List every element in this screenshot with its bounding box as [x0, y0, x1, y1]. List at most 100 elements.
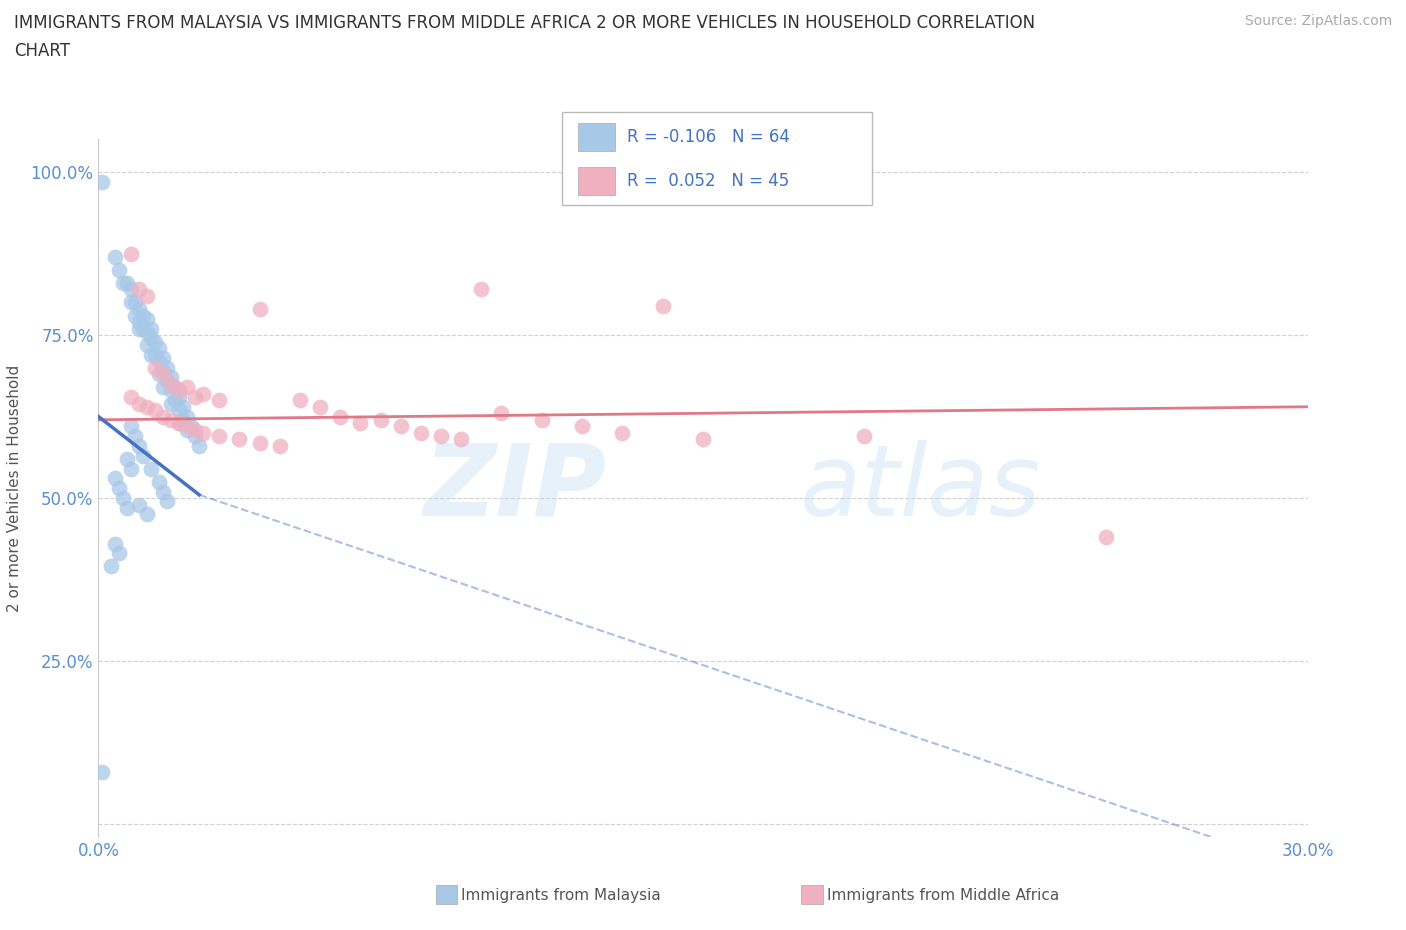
- Point: [228, 432, 250, 446]
- Point: [208, 429, 231, 444]
- Point: [152, 366, 174, 381]
- Point: [135, 288, 157, 303]
- Point: [124, 295, 146, 310]
- Point: [135, 507, 157, 522]
- Point: [160, 396, 183, 411]
- Point: [160, 370, 183, 385]
- Point: [103, 249, 125, 264]
- Point: [156, 360, 179, 375]
- Text: R =  0.052   N = 45: R = 0.052 N = 45: [627, 172, 790, 191]
- Point: [176, 418, 198, 433]
- Point: [124, 308, 146, 323]
- Point: [160, 377, 183, 392]
- Point: [139, 461, 162, 476]
- Point: [167, 416, 190, 431]
- Point: [132, 321, 155, 336]
- Point: [132, 308, 155, 323]
- Point: [139, 347, 162, 362]
- Point: [409, 425, 432, 440]
- Point: [143, 347, 166, 362]
- Point: [193, 386, 215, 401]
- Point: [172, 399, 194, 414]
- Point: [692, 432, 714, 446]
- FancyBboxPatch shape: [562, 112, 872, 205]
- Point: [193, 425, 215, 440]
- Point: [184, 429, 207, 444]
- Point: [148, 474, 170, 489]
- Point: [152, 364, 174, 379]
- Point: [167, 383, 190, 398]
- Point: [309, 399, 332, 414]
- Text: Immigrants from Middle Africa: Immigrants from Middle Africa: [827, 888, 1059, 903]
- Point: [491, 405, 513, 420]
- Point: [148, 353, 170, 368]
- Point: [135, 325, 157, 339]
- Point: [115, 500, 138, 515]
- Point: [115, 275, 138, 290]
- Point: [132, 448, 155, 463]
- Text: R = -0.106   N = 64: R = -0.106 N = 64: [627, 127, 790, 146]
- Point: [107, 481, 129, 496]
- Point: [389, 418, 412, 433]
- Point: [152, 409, 174, 424]
- Point: [143, 334, 166, 349]
- Point: [135, 399, 157, 414]
- Point: [152, 379, 174, 394]
- Point: [160, 383, 183, 398]
- Point: [139, 331, 162, 346]
- Text: IMMIGRANTS FROM MALAYSIA VS IMMIGRANTS FROM MIDDLE AFRICA 2 OR MORE VEHICLES IN : IMMIGRANTS FROM MALAYSIA VS IMMIGRANTS F…: [14, 14, 1035, 32]
- Point: [111, 275, 134, 290]
- Point: [288, 392, 311, 407]
- Point: [91, 764, 114, 779]
- Point: [120, 390, 142, 405]
- Text: CHART: CHART: [14, 42, 70, 60]
- Point: [100, 559, 122, 574]
- Point: [148, 340, 170, 355]
- Text: Source: ZipAtlas.com: Source: ZipAtlas.com: [1244, 14, 1392, 28]
- Point: [1095, 530, 1118, 545]
- Y-axis label: 2 or more Vehicles in Household: 2 or more Vehicles in Household: [7, 365, 22, 612]
- Point: [107, 262, 129, 277]
- Text: atlas: atlas: [800, 440, 1042, 537]
- Point: [571, 418, 593, 433]
- Point: [470, 282, 492, 297]
- Text: ZIP: ZIP: [423, 440, 606, 537]
- Point: [103, 471, 125, 485]
- Point: [128, 321, 150, 336]
- Point: [135, 312, 157, 326]
- Point: [249, 301, 271, 316]
- Point: [349, 416, 371, 431]
- Point: [135, 338, 157, 352]
- Point: [103, 537, 125, 551]
- Point: [450, 432, 472, 446]
- Point: [176, 422, 198, 437]
- Point: [184, 422, 207, 437]
- Point: [120, 461, 142, 476]
- Point: [160, 412, 183, 427]
- FancyBboxPatch shape: [578, 167, 614, 195]
- Point: [167, 390, 190, 405]
- Point: [530, 412, 553, 427]
- FancyBboxPatch shape: [578, 123, 614, 151]
- Point: [128, 282, 150, 297]
- Point: [163, 392, 186, 407]
- Point: [853, 429, 876, 444]
- Point: [172, 412, 194, 427]
- Point: [208, 392, 231, 407]
- Point: [651, 299, 673, 313]
- Point: [430, 429, 453, 444]
- Point: [120, 418, 142, 433]
- Point: [152, 351, 174, 365]
- Point: [156, 494, 179, 509]
- Point: [128, 396, 150, 411]
- Point: [111, 491, 134, 506]
- Point: [128, 498, 150, 512]
- Point: [128, 438, 150, 453]
- Point: [176, 379, 198, 394]
- Point: [120, 246, 142, 261]
- Point: [143, 403, 166, 418]
- Point: [167, 416, 190, 431]
- Point: [143, 360, 166, 375]
- Point: [115, 451, 138, 466]
- Point: [148, 366, 170, 381]
